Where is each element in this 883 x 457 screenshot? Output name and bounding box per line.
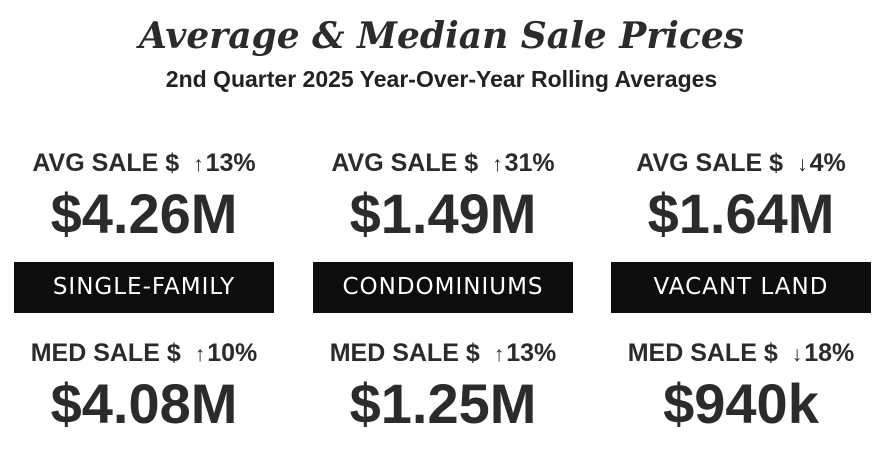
arrow-up-icon: ↑ (194, 343, 206, 366)
avg-sale-label: AVG SALE $ (331, 149, 479, 177)
avg-change-percent: 31% (504, 149, 555, 177)
avg-sale-value: $4.26M (50, 182, 238, 245)
med-sale-label: MED SALE $ (627, 339, 778, 367)
avg-change: ↑31% (492, 149, 555, 177)
avg-change-percent: 4% (809, 149, 846, 177)
med-change-percent: 10% (207, 339, 258, 367)
avg-sale-value: $1.64M (647, 182, 835, 245)
category-column-condominiums: AVG SALE $ ↑31% $1.49M CONDOMINIUMS MED S… (313, 140, 573, 440)
med-change: ↑10% (195, 339, 258, 367)
category-label: SINGLE-FAMILY (14, 262, 274, 313)
page-subtitle: 2nd Quarter 2025 Year-Over-Year Rolling … (165, 66, 718, 92)
med-sale-value: $1.25M (349, 372, 537, 435)
med-sale-row: MED SALE $ ↑13% (313, 336, 573, 372)
category-column-single-family: AVG SALE $ ↑13% $4.26M SINGLE-FAMILY MED … (14, 140, 274, 440)
med-sale-row: MED SALE $ ↓18% (611, 336, 871, 372)
med-sale-label: MED SALE $ (30, 339, 181, 367)
arrow-down-icon: ↓ (797, 153, 808, 176)
avg-change: ↑13% (193, 149, 256, 177)
med-change-percent: 18% (804, 339, 855, 367)
med-change-percent: 13% (506, 339, 557, 367)
avg-sale-row: AVG SALE $ ↓4% (611, 146, 871, 182)
category-label: CONDOMINIUMS (313, 262, 573, 313)
med-sale-row: MED SALE $ ↑10% (14, 336, 274, 372)
med-sale-value: $4.08M (50, 372, 238, 435)
med-sale-value: $940k (663, 372, 819, 435)
med-change: ↑13% (494, 339, 557, 367)
med-change: ↓18% (792, 339, 855, 367)
avg-sale-label: AVG SALE $ (636, 149, 784, 177)
arrow-down-icon: ↓ (791, 343, 803, 366)
avg-change-percent: 13% (205, 149, 256, 177)
avg-change: ↓4% (797, 149, 846, 177)
category-label: VACANT LAND (611, 262, 871, 313)
avg-sale-row: AVG SALE $ ↑31% (313, 146, 573, 182)
med-sale-label: MED SALE $ (329, 339, 480, 367)
avg-sale-label: AVG SALE $ (32, 149, 180, 177)
arrow-up-icon: ↑ (493, 343, 505, 366)
category-column-vacant-land: AVG SALE $ ↓4% $1.64M VACANT LAND MED SAL… (611, 140, 871, 440)
page-title: Average & Median Sale Prices (138, 15, 745, 57)
arrow-up-icon: ↑ (193, 153, 204, 176)
avg-sale-value: $1.49M (349, 182, 537, 245)
arrow-up-icon: ↑ (492, 153, 503, 176)
avg-sale-row: AVG SALE $ ↑13% (14, 146, 274, 182)
